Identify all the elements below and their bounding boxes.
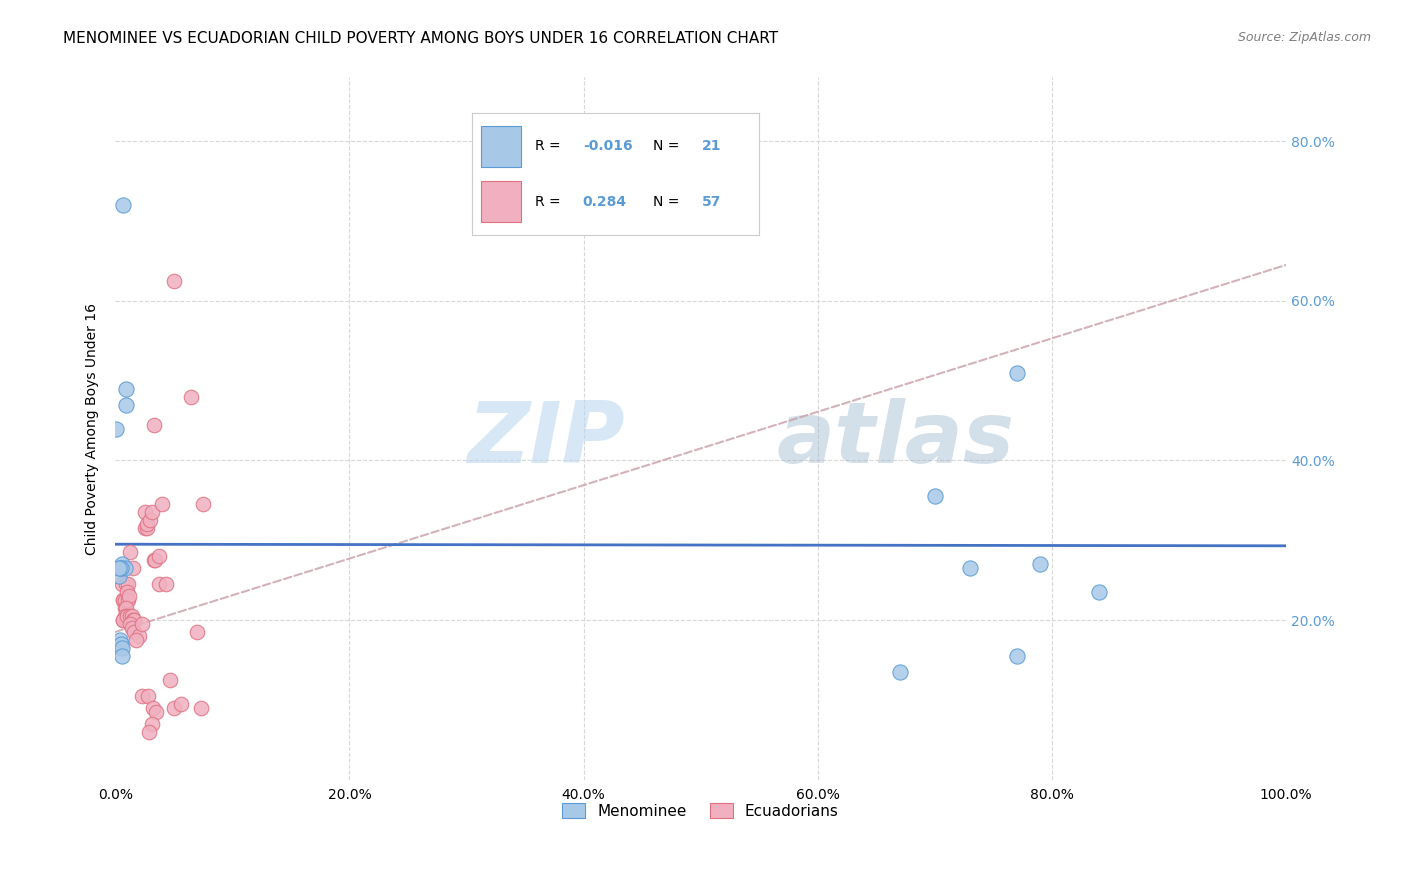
Point [110, 561, 132, 575]
Text: atlas: atlas [776, 398, 1015, 481]
Point [142, 553, 165, 567]
Point [107, 561, 129, 575]
Point [111, 640, 134, 655]
Point [120, 609, 142, 624]
Point [148, 577, 170, 591]
Point [105, 421, 128, 435]
Point [112, 198, 135, 212]
Point [924, 489, 946, 503]
Point [115, 613, 138, 627]
Point [1029, 557, 1052, 571]
Point [114, 593, 136, 607]
Point [135, 517, 157, 532]
Point [142, 700, 165, 714]
Point [121, 621, 143, 635]
Point [121, 609, 143, 624]
Point [959, 561, 981, 575]
Point [122, 613, 145, 627]
Point [136, 689, 159, 703]
Point [111, 557, 134, 571]
Point [1087, 585, 1109, 599]
Point [143, 553, 166, 567]
Point [107, 569, 129, 583]
Point [114, 613, 136, 627]
Point [114, 561, 136, 575]
Point [148, 549, 170, 564]
Y-axis label: Child Poverty Among Boys Under 16: Child Poverty Among Boys Under 16 [86, 302, 100, 555]
Point [163, 274, 186, 288]
Point [138, 724, 160, 739]
Point [135, 521, 157, 535]
Point [190, 700, 212, 714]
Point [141, 505, 163, 519]
Point [142, 417, 165, 432]
Point [114, 601, 136, 615]
Point [114, 609, 136, 624]
Point [115, 593, 138, 607]
Point [120, 545, 142, 559]
Point [108, 561, 131, 575]
Point [134, 505, 156, 519]
Point [155, 577, 177, 591]
Point [112, 593, 135, 607]
Point [170, 697, 193, 711]
Point [115, 585, 138, 599]
Point [145, 705, 167, 719]
Point [111, 577, 134, 591]
Point [1005, 648, 1028, 663]
Point [125, 632, 148, 647]
Point [186, 625, 208, 640]
Point [121, 613, 143, 627]
Legend: Menominee, Ecuadorians: Menominee, Ecuadorians [557, 797, 845, 824]
Point [111, 648, 134, 663]
Point [180, 390, 202, 404]
Point [112, 593, 135, 607]
Point [163, 700, 186, 714]
Point [131, 689, 153, 703]
Point [110, 637, 132, 651]
Point [121, 561, 143, 575]
Point [114, 398, 136, 412]
Point [117, 577, 139, 591]
Point [120, 617, 142, 632]
Point [112, 613, 135, 627]
Point [131, 617, 153, 632]
Point [128, 629, 150, 643]
Point [114, 382, 136, 396]
Point [114, 577, 136, 591]
Point [117, 593, 139, 607]
Point [1005, 366, 1028, 380]
Point [108, 632, 131, 647]
Point [115, 609, 138, 624]
Point [139, 513, 162, 527]
Point [122, 625, 145, 640]
Point [141, 716, 163, 731]
Point [150, 497, 173, 511]
Point [134, 521, 156, 535]
Text: Source: ZipAtlas.com: Source: ZipAtlas.com [1237, 31, 1371, 45]
Point [191, 497, 214, 511]
Point [159, 673, 181, 687]
Point [112, 613, 135, 627]
Text: ZIP: ZIP [467, 398, 624, 481]
Point [114, 601, 136, 615]
Text: MENOMINEE VS ECUADORIAN CHILD POVERTY AMONG BOYS UNDER 16 CORRELATION CHART: MENOMINEE VS ECUADORIAN CHILD POVERTY AM… [63, 31, 779, 46]
Point [889, 665, 911, 679]
Point [118, 589, 141, 603]
